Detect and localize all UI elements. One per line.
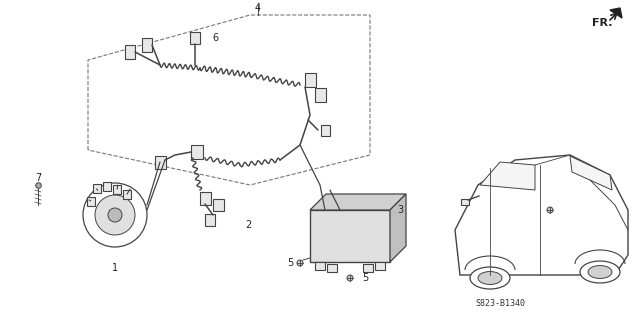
Bar bbox=[87, 197, 95, 205]
Polygon shape bbox=[455, 155, 628, 275]
Bar bbox=[123, 190, 131, 199]
Bar bbox=[321, 124, 330, 136]
Polygon shape bbox=[480, 162, 535, 190]
Ellipse shape bbox=[478, 271, 502, 285]
Text: S823-B1340: S823-B1340 bbox=[475, 299, 525, 308]
Polygon shape bbox=[570, 156, 612, 190]
Circle shape bbox=[108, 208, 122, 222]
Bar bbox=[327, 264, 337, 272]
Text: 4: 4 bbox=[255, 3, 261, 13]
Ellipse shape bbox=[470, 267, 510, 289]
Bar bbox=[103, 182, 111, 190]
Text: FR.: FR. bbox=[592, 18, 612, 28]
Circle shape bbox=[83, 183, 147, 247]
Bar bbox=[375, 262, 385, 270]
Circle shape bbox=[347, 275, 353, 281]
Bar bbox=[305, 73, 316, 87]
Polygon shape bbox=[310, 194, 406, 210]
Text: 3: 3 bbox=[397, 205, 403, 215]
Bar bbox=[205, 214, 215, 226]
Bar bbox=[200, 191, 211, 204]
Text: 5: 5 bbox=[287, 258, 293, 268]
Bar bbox=[190, 32, 200, 44]
Bar bbox=[191, 145, 203, 159]
Bar bbox=[314, 88, 326, 102]
Bar bbox=[363, 264, 373, 272]
Text: 5: 5 bbox=[362, 273, 368, 283]
Polygon shape bbox=[390, 194, 406, 262]
Bar bbox=[93, 193, 137, 237]
Circle shape bbox=[95, 195, 135, 235]
Bar bbox=[113, 185, 121, 194]
Circle shape bbox=[547, 207, 553, 213]
Ellipse shape bbox=[588, 265, 612, 278]
Bar bbox=[93, 184, 100, 193]
Text: 2: 2 bbox=[245, 220, 251, 230]
Text: 7: 7 bbox=[35, 173, 41, 183]
Bar bbox=[142, 38, 152, 52]
Bar bbox=[154, 155, 166, 168]
Text: 6: 6 bbox=[212, 33, 218, 43]
Circle shape bbox=[297, 260, 303, 266]
Ellipse shape bbox=[580, 261, 620, 283]
Bar bbox=[212, 199, 223, 211]
Bar bbox=[125, 45, 135, 59]
Text: 1: 1 bbox=[112, 263, 118, 273]
Bar bbox=[310, 210, 390, 262]
Bar bbox=[315, 262, 325, 270]
Polygon shape bbox=[610, 8, 622, 18]
Bar bbox=[461, 199, 469, 205]
